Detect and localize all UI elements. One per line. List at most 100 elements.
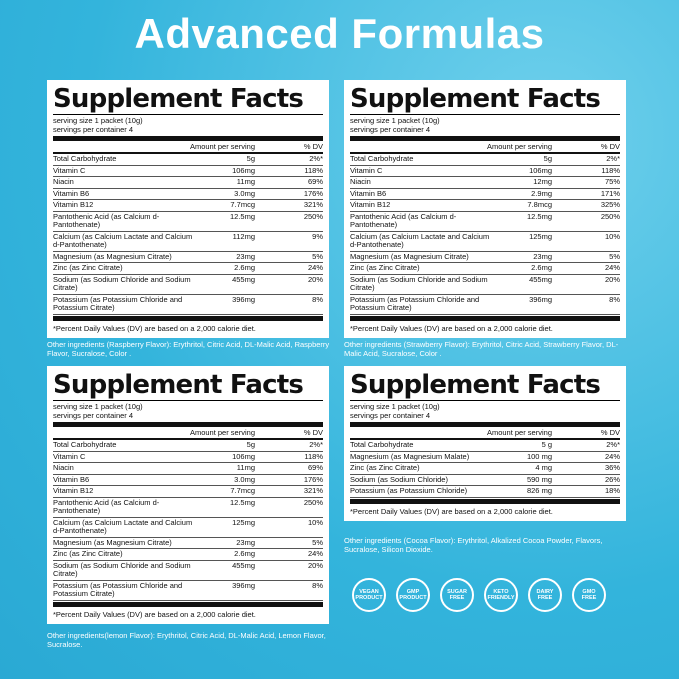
panel-heading: Supplement Facts (350, 370, 620, 401)
nutrient-row: Magnesium (as Magnesium Citrate) 23mg 5% (350, 251, 620, 263)
nutrient-amount: 3.0mg (234, 474, 255, 484)
nutrient-dv: 10% (604, 231, 620, 241)
nutrient-amount: 12mg (533, 177, 552, 186)
column-header: Amount per serving % DV (350, 142, 620, 154)
nutrient-row: Pantothenic Acid (as Calcium d-Pantothen… (53, 212, 323, 232)
supplement-panel: Supplement Facts serving size 1 packet (1… (47, 366, 329, 624)
nutrient-row: Total Carbohydrate 5g 2%* (53, 440, 323, 452)
nutrient-amount: 455mg (232, 274, 255, 284)
nutrient-dv: 75% (604, 177, 620, 186)
nutrient-name: Sodium (as Sodium Chloride) (350, 474, 448, 484)
nutrient-row: Magnesium (as Magnesium Citrate) 23mg 5% (53, 251, 323, 263)
nutrient-row: Calcium (as Calcium Lactate and Calcium … (350, 232, 620, 252)
nutrient-dv: 321% (303, 486, 323, 495)
nutrient-dv: 250% (600, 211, 620, 221)
nutrient-row: Magnesium (as Magnesium Malate) 100 mg 24% (350, 452, 620, 463)
nutrient-row: Zinc (as Zinc Citrate) 2.6mg 24% (53, 549, 323, 561)
nutrient-name: Zinc (as Zinc Citrate) (350, 463, 420, 472)
nutrient-name: Niacin (53, 463, 74, 472)
nutrient-row: Vitamin C 106mg 118% (53, 165, 323, 177)
serving-size: serving size 1 packet (10g) (350, 402, 440, 411)
nutrient-amount: 2.6mg (234, 549, 255, 558)
nutrient-name: Vitamin C (53, 451, 86, 461)
dv-header: % DV (600, 428, 620, 437)
other-ingredients: Other ingredients (Strawberry Flavor): E… (344, 340, 619, 358)
badge: GMP PRODUCT (396, 578, 430, 612)
panel-heading: Supplement Facts (53, 370, 323, 401)
nutrient-row: Potassium (as Potassium Chloride and Pot… (53, 581, 323, 601)
nutrient-dv: 20% (604, 274, 620, 284)
nutrient-name: Vitamin B12 (350, 200, 391, 209)
nutrient-name: Magnesium (as Magnesium Citrate) (350, 251, 469, 261)
divider-bar (53, 136, 323, 141)
nutrient-dv: 8% (312, 294, 323, 304)
nutrient-dv: 20% (307, 274, 323, 284)
badge: KETO FRIENDLY (484, 578, 518, 612)
dv-header: % DV (303, 428, 323, 437)
nutrient-name: Vitamin C (53, 165, 86, 175)
nutrient-amount: 7.7mcg (230, 486, 255, 495)
divider-bar (350, 136, 620, 141)
serving-size: serving size 1 packet (10g) (53, 402, 143, 411)
divider-bar (53, 422, 323, 427)
divider-bar (350, 422, 620, 427)
nutrient-name: Potassium (as Potassium Chloride and Pot… (350, 294, 480, 312)
nutrient-name: Niacin (53, 177, 74, 186)
nutrient-amount: 455mg (529, 274, 552, 284)
nutrient-dv: 20% (307, 560, 323, 570)
footnote: *Percent Daily Values (DV) are based on … (350, 498, 620, 516)
nutrient-amount: 7.8mcg (527, 200, 552, 209)
nutrient-row: Magnesium (as Magnesium Citrate) 23mg 5% (53, 537, 323, 549)
nutrient-row: Niacin 11mg 69% (53, 177, 323, 189)
supplement-panel: Supplement Facts serving size 1 packet (1… (47, 80, 329, 338)
other-ingredients: Other ingredients (Raspberry Flavor): Er… (47, 340, 330, 358)
nutrient-row: Vitamin B6 3.0mg 176% (53, 474, 323, 486)
panel-heading: Supplement Facts (53, 84, 323, 115)
nutrient-name: Pantothenic Acid (as Calcium d-Pantothen… (53, 211, 160, 229)
nutrient-row: Potassium (as Potassium Chloride) 826 mg 1… (350, 486, 620, 498)
badge: GMO FREE (572, 578, 606, 612)
nutrient-row: Potassium (as Potassium Chloride and Pot… (53, 295, 323, 315)
nutrient-dv: 8% (609, 294, 620, 304)
nutrient-amount: 4 mg (535, 463, 552, 472)
nutrient-dv: 24% (604, 263, 620, 272)
column-header: Amount per serving % DV (53, 428, 323, 440)
nutrient-dv: 24% (307, 263, 323, 272)
nutrient-amount: 2.6mg (234, 263, 255, 272)
nutrient-row: Zinc (as Zinc Citrate) 4 mg 36% (350, 463, 620, 475)
badge: VEGAN PRODUCT (352, 578, 386, 612)
nutrient-name: Zinc (as Zinc Citrate) (53, 549, 123, 558)
nutrient-row: Sodium (as Sodium Chloride and Sodium Ci… (53, 275, 323, 295)
nutrient-name: Pantothenic Acid (as Calcium d-Pantothen… (350, 211, 457, 229)
nutrient-amount: 12.5mg (229, 211, 255, 221)
nutrient-dv: 2%* (309, 154, 323, 163)
nutrient-name: Calcium (as Calcium Lactate and Calcium … (53, 517, 193, 535)
servings: servings per container 4 (350, 410, 431, 420)
nutrient-dv: 5% (312, 537, 323, 547)
other-ingredients: Other ingredients (Cocoa Flavor): Erythr… (344, 536, 603, 554)
amount-header: Amount per serving (189, 428, 255, 437)
nutrient-amount: 7.7mcg (230, 200, 255, 209)
nutrient-amount: 396mg (232, 580, 255, 590)
nutrient-row: Total Carbohydrate 5g 2%* (350, 154, 620, 166)
nutrient-name: Potassium (as Potassium Chloride and Pot… (53, 580, 183, 598)
footnote: *Percent Daily Values (DV) are based on … (350, 315, 620, 333)
nutrient-row: Zinc (as Zinc Citrate) 2.6mg 24% (350, 263, 620, 275)
nutrient-dv: 250% (303, 211, 323, 221)
supplement-panel: Supplement Facts serving size 1 packet (1… (344, 80, 626, 338)
nutrient-dv: 69% (307, 463, 323, 472)
amount-header: Amount per serving (189, 142, 255, 151)
nutrient-amount: 12.5mg (526, 211, 552, 221)
badge: SUGAR FREE (440, 578, 474, 612)
nutrient-amount: 5 g (541, 440, 552, 449)
nutrient-name: Sodium (as Sodium Chloride and Sodium Ci… (53, 274, 191, 292)
nutrient-name: Total Carbohydrate (53, 154, 117, 163)
nutrient-dv: 2%* (606, 154, 620, 163)
nutrient-row: Calcium (as Calcium Lactate and Calcium … (53, 518, 323, 538)
nutrient-dv: 5% (312, 251, 323, 261)
nutrient-amount: 455mg (232, 560, 255, 570)
nutrient-name: Total Carbohydrate (53, 440, 117, 449)
nutrient-name: Zinc (as Zinc Citrate) (53, 263, 123, 272)
nutrient-row: Niacin 11mg 69% (53, 463, 323, 475)
nutrient-name: Calcium (as Calcium Lactate and Calcium … (53, 231, 193, 249)
